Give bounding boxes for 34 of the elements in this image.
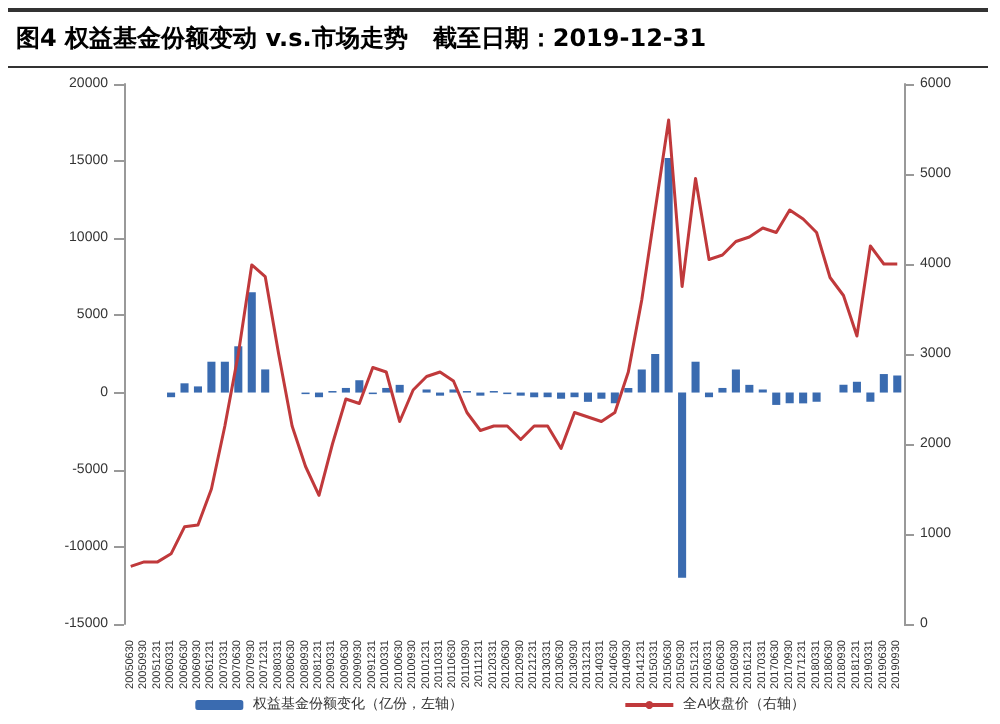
bar [691, 361, 700, 393]
bar [583, 392, 592, 402]
bar [395, 384, 404, 393]
bar [220, 361, 229, 393]
bar [624, 387, 633, 393]
line-series [129, 118, 899, 568]
bar [382, 387, 391, 393]
bar [180, 383, 189, 393]
bar [557, 392, 566, 399]
chart-title: 图4 权益基金份额变动 v.s.市场走势 截至日期：2019-12-31 [8, 8, 988, 68]
bar [355, 380, 364, 393]
bar [651, 354, 660, 393]
bar [745, 384, 754, 393]
bar [731, 369, 740, 393]
bar [207, 361, 216, 393]
bar [866, 392, 875, 402]
bar [597, 392, 606, 399]
bar [341, 387, 350, 393]
bar [812, 392, 821, 402]
bar [664, 158, 673, 393]
bar [678, 392, 687, 578]
bar [637, 369, 646, 393]
bar [893, 375, 902, 393]
bar [852, 381, 861, 393]
bar [193, 386, 202, 393]
bar [799, 392, 808, 404]
bar [772, 392, 781, 405]
bar [718, 387, 727, 393]
bar [261, 369, 270, 393]
bar [785, 392, 794, 404]
bar [247, 292, 256, 393]
bar [879, 374, 888, 393]
bar [570, 392, 579, 398]
bar [839, 384, 848, 393]
